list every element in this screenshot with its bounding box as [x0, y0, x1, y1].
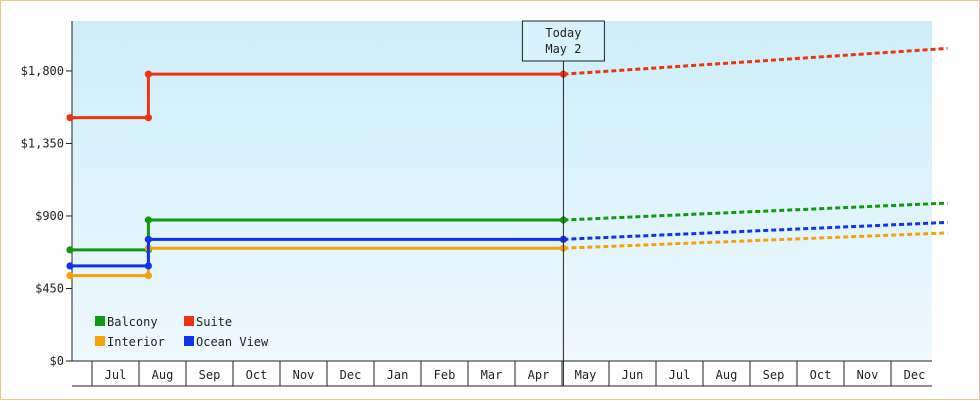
- x-tick-label: May: [575, 368, 597, 382]
- series-point: [66, 271, 74, 280]
- series-point: [144, 262, 152, 270]
- legend-swatch: [184, 316, 194, 326]
- series-point: [66, 114, 74, 122]
- series-line-forecast: [563, 46, 948, 76]
- series-point: [144, 114, 152, 122]
- x-tick-label: Dec: [904, 368, 926, 382]
- series-line-forecast: [563, 220, 948, 241]
- x-tick-label: Dec: [340, 368, 362, 382]
- y-tick-label: $1,350: [21, 136, 64, 150]
- y-tick-label: $900: [35, 209, 64, 223]
- today-box: [521, 20, 605, 62]
- x-tick-label: Apr: [528, 368, 550, 382]
- x-tick-label: Nov: [857, 368, 879, 382]
- x-tick-label: Jan: [387, 368, 409, 382]
- today-date: May 2: [545, 42, 581, 56]
- x-tick-label: Feb: [434, 368, 456, 382]
- x-tick-label: Jun: [622, 368, 644, 382]
- x-tick-label: Jul: [105, 368, 127, 382]
- x-tick-label: Aug: [152, 368, 174, 382]
- legend-entry: Suite: [196, 315, 232, 329]
- legend-swatch: [95, 316, 105, 326]
- y-tick-label: $450: [35, 281, 64, 295]
- legend-entry: Interior: [107, 335, 165, 349]
- legend-swatch: [95, 336, 105, 346]
- series-line-actual: [70, 218, 564, 252]
- legend-swatch: [184, 336, 194, 346]
- x-tick-label: Sep: [199, 368, 221, 382]
- x-tick-label: Oct: [246, 368, 268, 382]
- series-line-actual: [70, 237, 564, 268]
- x-tick-label: Aug: [716, 368, 738, 382]
- series-point: [66, 262, 74, 270]
- legend-entry: Balcony: [107, 315, 158, 329]
- x-tick-label: Nov: [293, 368, 315, 382]
- series-line-actual: [70, 72, 564, 120]
- series-point: [66, 246, 74, 254]
- x-tick-label: Jul: [669, 368, 691, 382]
- y-tick-label: $1,800: [21, 64, 64, 78]
- legend-entry: Ocean View: [196, 335, 269, 349]
- y-tick-label: $0: [50, 354, 64, 368]
- today-label: Today: [545, 26, 581, 40]
- x-tick-label: Mar: [481, 368, 503, 382]
- series-line-forecast: [563, 201, 948, 222]
- series-point: [144, 70, 152, 78]
- x-tick-label: Sep: [763, 368, 785, 382]
- series-point: [144, 235, 152, 243]
- series-point: [144, 271, 152, 280]
- series-point: [144, 216, 152, 224]
- plot-area: [72, 21, 932, 361]
- series-line-forecast: [563, 231, 948, 250]
- x-tick-label: Oct: [810, 368, 832, 382]
